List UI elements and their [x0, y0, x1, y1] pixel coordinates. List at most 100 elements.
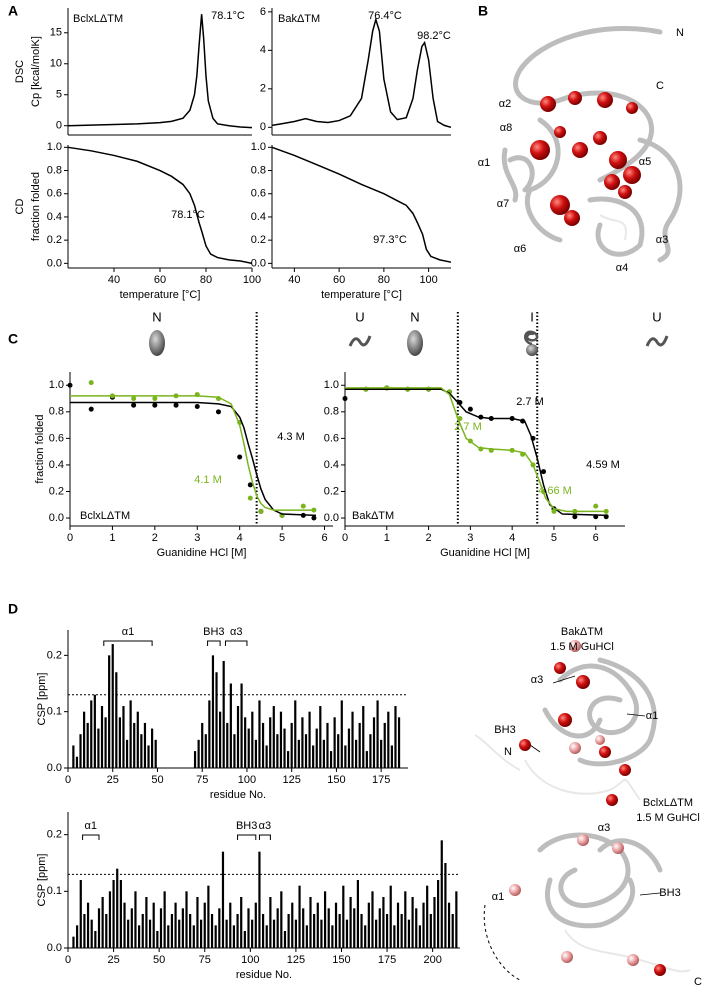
bar	[294, 919, 298, 948]
x-tick-label: 200	[423, 954, 441, 966]
bar	[280, 891, 283, 948]
bar	[380, 739, 383, 768]
bar	[429, 914, 432, 948]
bar	[136, 711, 139, 768]
bar	[400, 914, 403, 948]
bar	[129, 700, 132, 768]
bar	[297, 739, 300, 768]
bar	[347, 728, 351, 768]
x-tick-label: 80	[200, 274, 212, 286]
y-tick-label: 0	[260, 121, 266, 133]
x-tick-label: 4	[509, 532, 515, 544]
bar	[279, 711, 283, 768]
bar	[134, 891, 137, 948]
bar	[125, 739, 129, 768]
y-tick-label: 0.8	[324, 406, 339, 418]
panel-label: B	[478, 3, 488, 19]
bar	[265, 745, 268, 768]
bar	[415, 908, 418, 948]
y-tick-label: 5	[56, 89, 62, 101]
bracket-label: α1	[122, 626, 134, 638]
x-tick-label: 1	[384, 532, 390, 544]
data-point	[593, 503, 599, 509]
y-tick-label: 0.2	[47, 649, 62, 661]
y-tick-label: 0.1	[47, 885, 62, 897]
bar	[170, 914, 174, 948]
bar	[219, 711, 222, 768]
annotation: 78.1°C	[211, 10, 245, 22]
bar	[444, 863, 447, 948]
bar	[308, 711, 311, 768]
bar	[90, 919, 93, 948]
data-line	[345, 387, 609, 513]
structure-title: BakΔTM	[561, 626, 603, 638]
bar	[272, 706, 275, 768]
x-tick-label: 25	[107, 954, 119, 966]
bar	[312, 745, 315, 768]
data-point	[67, 382, 73, 388]
data-point	[215, 409, 221, 415]
data-point	[173, 402, 179, 408]
bar	[79, 734, 82, 768]
y-tick-label: 0.0	[47, 762, 62, 774]
y-axis-label: Cp [kcal/molK]	[30, 36, 42, 107]
bar	[100, 706, 104, 768]
bar	[356, 880, 359, 948]
bar	[345, 919, 349, 948]
structure-label: α3	[598, 822, 610, 834]
chart-title: BclxLΔTM	[73, 13, 123, 25]
bar	[201, 722, 204, 768]
x-axis-label: Guanidine HCl [M]	[157, 547, 247, 559]
bar	[258, 851, 261, 948]
structure-b	[501, 26, 683, 263]
y-tick-label: 10	[50, 58, 62, 70]
bar	[130, 908, 133, 948]
bar	[393, 925, 396, 948]
bracket	[224, 640, 248, 646]
structure-label: α1	[478, 157, 490, 169]
bar	[181, 908, 184, 948]
data-point	[152, 396, 158, 402]
bar	[426, 885, 429, 948]
state-label: I	[530, 309, 534, 324]
bar	[147, 745, 150, 768]
bar	[127, 919, 130, 948]
bar	[208, 700, 211, 768]
structure-label: α4	[616, 262, 628, 274]
y-axis-label: fraction folded	[30, 172, 42, 241]
bar	[313, 914, 316, 948]
bar	[199, 919, 203, 948]
structure-label: C	[656, 80, 664, 92]
chart-title: BakΔTM	[278, 13, 320, 25]
bar	[320, 919, 323, 948]
bar	[232, 925, 236, 948]
bar	[437, 880, 440, 948]
state-icon	[149, 330, 165, 356]
bar	[197, 739, 200, 768]
bar	[222, 660, 225, 768]
data-point	[311, 515, 317, 521]
x-tick-label: 0	[65, 774, 71, 786]
bracket-label: α1	[85, 820, 97, 832]
y-tick-label: 0.4	[49, 459, 64, 471]
state-icon	[348, 335, 372, 347]
bar	[364, 925, 367, 948]
data-point	[237, 454, 243, 460]
data-point	[131, 396, 137, 402]
structure-label: α3	[531, 674, 543, 686]
y-tick-label: 0.4	[251, 211, 266, 223]
structure-subtitle: 1.5 M GuHCl	[550, 641, 614, 653]
bar	[207, 885, 210, 948]
bar	[258, 700, 261, 768]
bar	[251, 711, 254, 768]
structure-label: α1	[492, 891, 504, 903]
bar	[290, 722, 293, 768]
x-axis-label: temperature [°C]	[321, 289, 402, 301]
bar	[378, 908, 381, 948]
bracket	[258, 834, 271, 840]
bar	[108, 891, 112, 948]
panel-label: C	[8, 331, 18, 347]
x-tick-label: 75	[199, 954, 211, 966]
chart-title: BakΔTM	[352, 510, 394, 522]
structure-label: α5	[639, 156, 651, 168]
